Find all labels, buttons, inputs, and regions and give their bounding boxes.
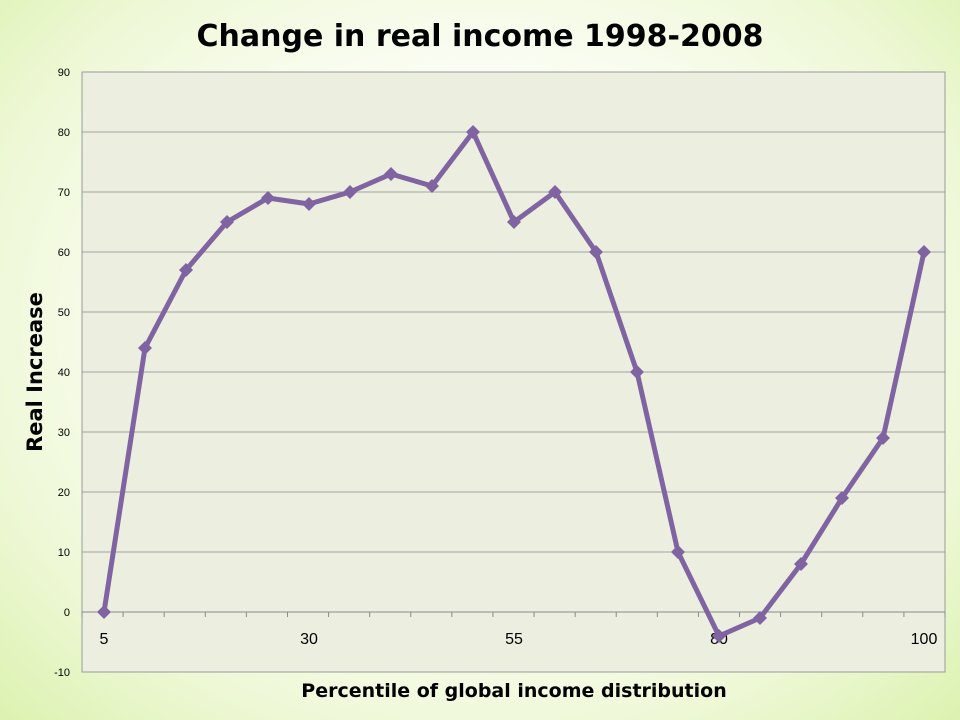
gridlines [81, 131, 946, 617]
x-tick-label: 5 [100, 631, 109, 648]
y-axis-ticks: -10 0 10 20 30 40 50 60 70 80 90 [54, 67, 70, 679]
data-point-marker [466, 125, 480, 139]
y-tick-label: -10 [54, 667, 70, 679]
data-point-marker [794, 557, 808, 571]
y-tick-label: 60 [58, 247, 70, 259]
data-point-marker [589, 245, 603, 259]
data-point-marker [630, 365, 644, 379]
data-point-marker [753, 611, 767, 625]
y-axis-title: Real Increase [23, 292, 47, 452]
series-markers [97, 125, 931, 643]
data-point-marker [712, 629, 726, 643]
y-tick-label: 20 [58, 487, 70, 499]
data-point-marker [671, 545, 685, 559]
data-point-marker [343, 185, 357, 199]
data-point-marker [302, 197, 316, 211]
y-tick-label: 10 [58, 547, 70, 559]
y-tick-label: 40 [58, 367, 70, 379]
y-tick-label: 80 [58, 127, 70, 139]
data-point-marker [220, 215, 234, 229]
chart-title: Change in real income 1998-2008 [197, 19, 764, 54]
data-point-marker [548, 185, 562, 199]
y-tick-label: 70 [58, 187, 70, 199]
y-tick-label: 30 [58, 427, 70, 439]
data-point-marker [97, 605, 111, 619]
data-point-marker [917, 245, 931, 259]
data-point-marker [835, 491, 849, 505]
data-point-marker [425, 179, 439, 193]
y-tick-label: 90 [58, 67, 70, 79]
x-tick-label: 30 [300, 631, 318, 648]
data-point-marker [384, 167, 398, 181]
data-point-marker [138, 341, 152, 355]
x-tick-label: 55 [505, 631, 523, 648]
y-tick-label: 50 [58, 307, 70, 319]
y-tick-label: 0 [64, 607, 70, 619]
data-point-marker [261, 191, 275, 205]
x-axis-title: Percentile of global income distribution [301, 680, 726, 702]
x-tick-label: 100 [911, 631, 938, 648]
data-point-marker [179, 263, 193, 277]
data-point-marker [876, 431, 890, 445]
data-point-marker [507, 215, 521, 229]
